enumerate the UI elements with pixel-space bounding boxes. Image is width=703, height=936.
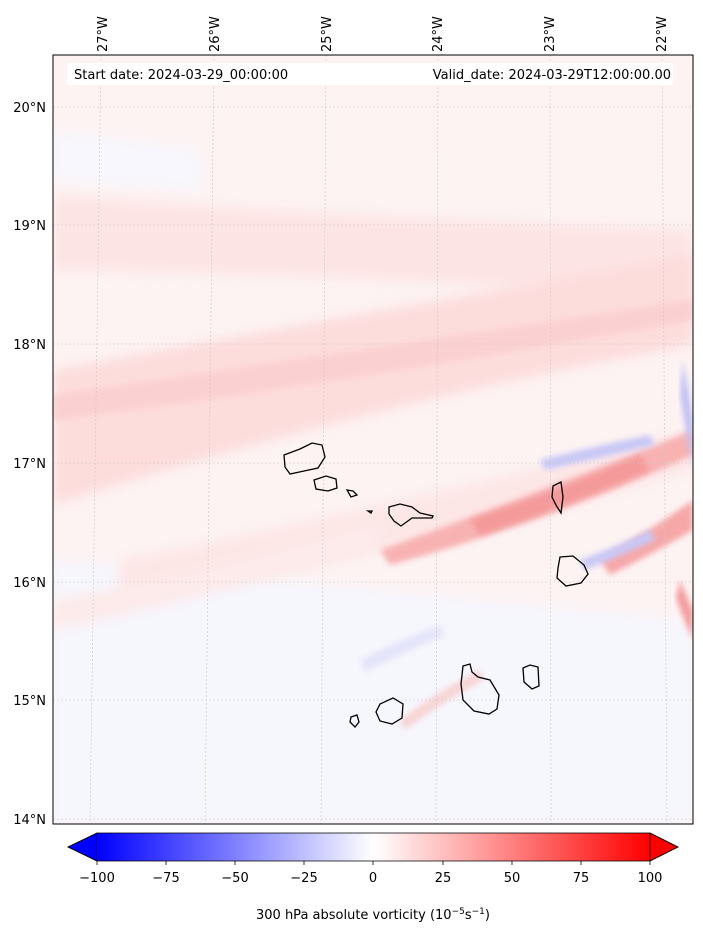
colorbar-extend-min [67, 832, 98, 862]
island-sao-nicolau [388, 503, 434, 527]
vorticity-field [53, 55, 693, 824]
island-santiago [460, 663, 500, 715]
lon-label: 22°W [655, 16, 670, 52]
lat-label: 15°N [13, 694, 46, 709]
lon-label: 26°W [208, 16, 223, 52]
island-fogo [375, 697, 404, 725]
colorbar-gradient [97, 833, 650, 861]
colorbar-tick: 25 [435, 871, 452, 886]
start-date-text: Start date: 2024-03-29_00:00:00 [74, 68, 288, 83]
lon-label: 24°W [431, 16, 446, 52]
colorbar: −100 −75 −50 −25 0 25 50 75 100 300 hPa … [67, 832, 679, 923]
island-branco [365, 510, 374, 514]
lat-label: 19°N [13, 219, 46, 234]
lat-label: 16°N [13, 576, 46, 591]
colorbar-extend-max [649, 832, 679, 862]
lon-label: 27°W [96, 16, 111, 52]
island-sao-vicente [313, 475, 338, 492]
lat-label: 20°N [13, 101, 46, 116]
island-santa-luzia [345, 489, 359, 498]
colorbar-tick: −100 [79, 871, 115, 886]
colorbar-label: 300 hPa absolute vorticity (10−5s−1) [256, 907, 490, 923]
valid-date-text: Valid_date: 2024-03-29T12:00:00.00 [433, 68, 671, 83]
map-frame [52, 54, 694, 825]
lat-label: 14°N [13, 813, 46, 828]
island-sal [551, 481, 564, 515]
lon-label: 23°W [543, 16, 558, 52]
coastlines [283, 442, 589, 728]
island-brava [349, 714, 360, 728]
colorbar-tick: 50 [504, 871, 521, 886]
colorbar-tick: −75 [152, 871, 179, 886]
latitude-labels: 20°N 19°N 18°N 17°N 16°N 15°N 14°N [13, 101, 46, 828]
colorbar-tick: 100 [638, 871, 663, 886]
lon-label: 25°W [320, 16, 335, 52]
colorbar-tick: 0 [369, 871, 377, 886]
island-santo-antao [283, 442, 326, 475]
colorbar-tick: −50 [221, 871, 248, 886]
colorbar-tick: 75 [573, 871, 590, 886]
island-boa-vista [556, 555, 589, 587]
lat-label: 18°N [13, 338, 46, 353]
info-box [67, 63, 673, 85]
graticule [53, 55, 693, 824]
island-maio [522, 664, 540, 690]
longitude-labels: 27°W 26°W 25°W 24°W 23°W 22°W [96, 16, 670, 52]
lat-label: 17°N [13, 457, 46, 472]
colorbar-tick: −25 [290, 871, 317, 886]
